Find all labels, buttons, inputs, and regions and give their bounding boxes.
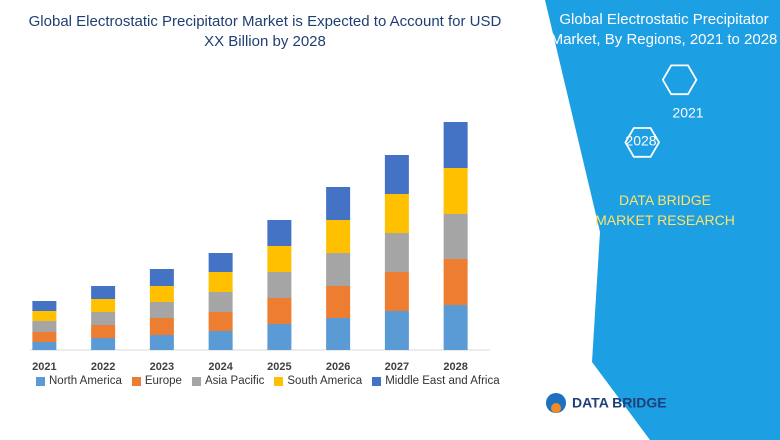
bar-segment	[384, 272, 409, 311]
badge: 2021	[672, 105, 703, 121]
chart-title: Global Electrostatic Precipitator Market…	[28, 13, 502, 50]
legend-item: Middle East and Africa	[372, 375, 500, 387]
legend-label: North America	[49, 375, 122, 387]
bar-segment	[384, 311, 409, 350]
bar-segment	[91, 299, 116, 312]
legend-label: Europe	[144, 375, 182, 387]
bar-segment	[91, 312, 116, 325]
bar-segment	[91, 325, 116, 338]
legend: North America Europe Asia Pacific South Ame…	[36, 375, 500, 387]
x-tick-label: 2027	[385, 361, 409, 373]
bar-segment	[208, 253, 233, 272]
bar-segment	[443, 259, 468, 305]
bar-segment	[326, 286, 351, 318]
bar-segment	[208, 331, 233, 350]
badge-hex	[624, 127, 661, 158]
legend-item: Asia Pacific	[191, 375, 265, 387]
bar-segment	[32, 332, 57, 342]
bar-segment	[267, 246, 292, 272]
bar-segment	[267, 324, 292, 350]
bar-segment	[384, 194, 409, 233]
bar-segment	[91, 286, 116, 299]
x-tick-label: 2025	[267, 361, 291, 373]
bar-segment	[32, 301, 57, 311]
badge-hex	[661, 64, 698, 96]
legend-label: Middle East and Africa	[385, 375, 500, 387]
bar-segment	[326, 187, 351, 220]
legend-item: North America	[36, 375, 122, 387]
panel-heading: Global Electrostatic Precipitator Market…	[550, 11, 778, 48]
bar-segment	[149, 269, 174, 286]
bar-segment	[443, 214, 468, 259]
legend-swatch	[372, 376, 382, 386]
bar-segment	[443, 305, 468, 350]
bar-segment	[91, 338, 116, 350]
bar-segment	[32, 342, 57, 350]
legend-swatch	[36, 376, 45, 386]
badge: 2028	[625, 133, 656, 149]
bar-segment	[326, 220, 351, 253]
bar-segment	[443, 168, 468, 214]
bar-segment	[326, 318, 351, 350]
bar-segment	[208, 292, 233, 312]
bar-segment	[149, 286, 174, 302]
x-tick-label: 2023	[150, 361, 174, 373]
bar-segment	[208, 272, 233, 292]
bar-segment	[149, 318, 174, 335]
bar-segment	[149, 302, 174, 318]
bar-segment	[267, 298, 292, 324]
bar-segment	[384, 155, 409, 194]
bar-segment	[32, 321, 57, 332]
bar-segment	[384, 233, 409, 272]
x-tick-label: 2028	[443, 361, 467, 373]
logo-icon	[551, 403, 561, 413]
legend-item: South America	[274, 375, 362, 387]
legend-label: Asia Pacific	[204, 375, 265, 387]
x-tick-label: 2022	[91, 361, 115, 373]
bar-segment	[208, 312, 233, 331]
legend-item: Europe	[131, 375, 182, 387]
x-tick-label: 2024	[208, 361, 233, 373]
bar-segment	[326, 253, 351, 286]
legend-swatch	[191, 376, 201, 386]
bar-segment	[32, 311, 57, 321]
legend-swatch	[274, 376, 284, 386]
x-tick-label: 2021	[32, 361, 56, 373]
side-panel	[545, 0, 780, 440]
legend-swatch	[131, 376, 141, 386]
bar-segment	[267, 220, 292, 246]
x-tick-label: 2026	[326, 361, 350, 373]
bar-segment	[267, 272, 292, 298]
logo-text: DATA BRIDGE	[572, 395, 667, 411]
brand: DATA BRIDGE MARKET RESEARCH	[595, 192, 735, 228]
bar-segment	[443, 122, 468, 168]
bar-segment	[149, 335, 174, 350]
legend-label: South America	[287, 375, 363, 387]
